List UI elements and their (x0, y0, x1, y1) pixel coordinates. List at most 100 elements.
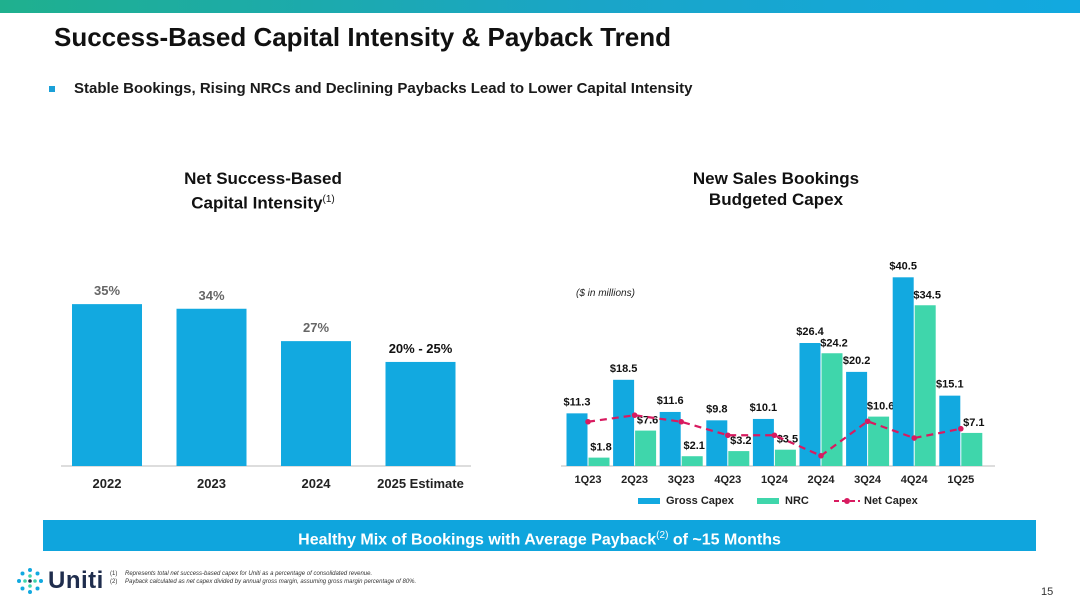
footnote-ref-1: (1) (322, 194, 335, 205)
nrc-label: $1.8 (590, 442, 611, 454)
x-tick-label: 2Q23 (621, 474, 648, 486)
net-capex-point (585, 418, 591, 425)
x-tick-label: 3Q23 (668, 474, 695, 486)
gross-capex-label: $15.1 (936, 379, 964, 391)
net-capex-point (818, 452, 824, 459)
capital-intensity-chart: 35% 2022 34% 2023 27% 2024 20% - 25% 2025 Estim… (61, 283, 471, 491)
net-capex-point (725, 432, 731, 439)
net-capex-point (864, 418, 871, 425)
bar-2022 (72, 304, 142, 466)
nrc-bar (588, 457, 610, 466)
bar-2024 (281, 341, 351, 466)
right-chart-title-line2: Budgeted Capex (708, 190, 844, 209)
gross-capex-bar (939, 395, 961, 466)
subtitle-bullet: Stable Bookings, Rising NRCs and Declini… (74, 80, 693, 97)
legend-net-label: Net Capex (864, 495, 918, 507)
x-tick-label: 1Q25 (947, 474, 974, 486)
nrc-label: $24.2 (820, 337, 848, 349)
bar-2023 (176, 308, 247, 466)
logo-dots-icon (17, 568, 43, 594)
legend-gross-capex: Gross Capex (638, 495, 734, 507)
uniti-logo: Uniti (16, 567, 104, 595)
page-title: Success-Based Capital Intensity & Paybac… (54, 22, 672, 52)
data-label: 20% - 25% (389, 341, 453, 356)
gross-capex-label: $20.2 (843, 355, 871, 367)
x-tick-label: 4Q24 (901, 474, 929, 486)
bullet-icon (49, 86, 55, 92)
footnotes: (1) Represents total net success-based ca… (110, 570, 416, 586)
x-tick-label: 3Q24 (854, 474, 882, 486)
net-capex-point (631, 412, 638, 419)
banner-text-end: of ~15 Months (668, 531, 781, 549)
x-tick-label: 2024 (302, 476, 332, 491)
nrc-swatch (757, 498, 779, 504)
gross-capex-swatch (638, 498, 660, 504)
x-tick-label: 2023 (197, 476, 226, 491)
x-tick-label: 2025 Estimate (377, 476, 464, 491)
payback-banner: Healthy Mix of Bookings with Average Pay… (43, 520, 1036, 551)
gross-capex-label: $11.6 (657, 395, 684, 407)
net-capex-point (958, 425, 964, 432)
logo-text: Uniti (48, 567, 104, 594)
legend-gross-label: Gross Capex (666, 495, 734, 507)
x-tick-label: 1Q24 (761, 474, 789, 486)
bookings-capex-chart: $11.3$1.81Q23$18.5$7.62Q23$11.6$2.13Q23$… (561, 260, 995, 486)
net-capex-point (678, 418, 684, 425)
left-chart-title-line1: Net Success-Based (184, 169, 342, 188)
nrc-label: $34.5 (913, 289, 941, 301)
gross-capex-bar (892, 277, 914, 466)
data-label: 27% (303, 320, 329, 335)
gross-capex-label: $18.5 (610, 363, 638, 375)
net-capex-swatch (834, 498, 860, 504)
right-chart-title-line1: New Sales Bookings (692, 169, 860, 188)
nrc-label: $7.1 (963, 417, 984, 429)
nrc-bar (774, 449, 796, 466)
footnote-1: (1) Represents total net success-based ca… (110, 571, 373, 577)
top-accent-bar (0, 0, 1080, 13)
net-capex-line (587, 414, 962, 458)
gross-capex-bar (846, 371, 868, 466)
nrc-bar (914, 305, 936, 466)
gross-capex-bar (613, 379, 635, 466)
nrc-label: $3.2 (730, 435, 751, 447)
net-capex-point (771, 432, 778, 439)
footnote-ref-2: (2) (656, 530, 669, 541)
page-number: 15 (1041, 586, 1054, 598)
net-capex-point (911, 435, 917, 441)
data-label: 35% (94, 283, 120, 298)
bar-2025-estimate (385, 361, 456, 466)
nrc-bar (635, 430, 657, 466)
x-tick-label: 4Q23 (714, 474, 741, 486)
legend-nrc: NRC (757, 495, 809, 507)
x-tick-label: 2022 (93, 476, 122, 491)
gross-capex-bar (659, 411, 681, 466)
gross-capex-label: $40.5 (889, 260, 917, 272)
gross-capex-label: $26.4 (796, 326, 824, 338)
left-chart-title-line2: Capital Intensity (191, 193, 323, 213)
nrc-label: $2.1 (683, 440, 704, 452)
gross-capex-label: $11.3 (564, 396, 591, 408)
gross-capex-bar (706, 420, 728, 466)
nrc-label: $10.6 (867, 401, 895, 413)
nrc-label: $3.5 (777, 434, 798, 446)
nrc-bar (681, 456, 703, 466)
data-label: 34% (198, 288, 224, 303)
legend-net-capex: Net Capex (834, 495, 918, 507)
gross-capex-bar (752, 418, 774, 466)
x-tick-label: 2Q24 (808, 474, 836, 486)
gross-capex-label: $9.8 (706, 403, 727, 415)
x-tick-label: 1Q23 (575, 474, 602, 486)
footnote-2: (2) Payback calculated as net capex divid… (110, 579, 417, 585)
nrc-bar (821, 353, 843, 466)
legend-nrc-label: NRC (785, 495, 809, 507)
gross-capex-bar (799, 343, 821, 466)
units-note: ($ in millions) (576, 288, 635, 299)
left-chart-title: Net Success-Based Capital Intensity(1) (163, 168, 363, 214)
gross-capex-bar (566, 413, 588, 466)
nrc-bar (728, 451, 750, 466)
nrc-bar (868, 416, 890, 466)
banner-text-start: Healthy Mix of Bookings with Average Pay… (298, 531, 657, 549)
right-chart-title: New Sales Bookings Budgeted Capex (666, 168, 886, 210)
nrc-bar (961, 432, 983, 466)
gross-capex-label: $10.1 (750, 402, 778, 414)
